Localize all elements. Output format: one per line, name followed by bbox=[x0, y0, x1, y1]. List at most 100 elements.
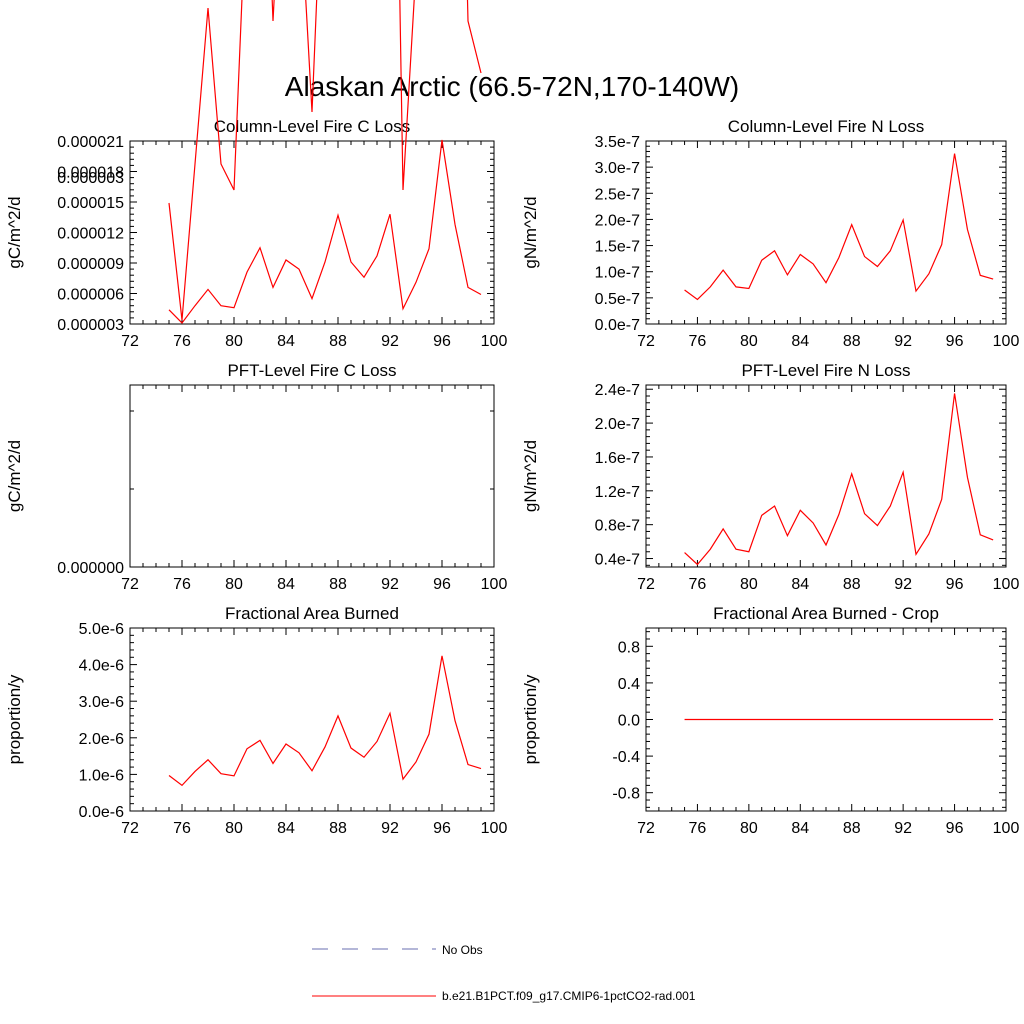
x-tick-label: 84 bbox=[277, 333, 295, 350]
x-tick-label: 92 bbox=[381, 820, 399, 837]
y-axis-label: proportion/y bbox=[521, 674, 540, 764]
y-axis-label: gC/m^2/d bbox=[5, 440, 24, 512]
y-tick-label: 2.5e-7 bbox=[595, 186, 640, 203]
y-tick-label: 2.0e-6 bbox=[79, 731, 124, 748]
y-tick-label: 1.6e-7 bbox=[595, 450, 640, 467]
y-axis-label: gN/m^2/d bbox=[521, 196, 540, 268]
y-tick-label: 0.0 bbox=[618, 713, 640, 730]
y-tick-label: 0.000003 bbox=[57, 170, 124, 187]
series-line-1 bbox=[168, 0, 482, 321]
y-tick-label: 5.0e-6 bbox=[79, 621, 124, 638]
x-tick-label: 76 bbox=[173, 333, 191, 350]
y-tick-label: 0.5e-7 bbox=[595, 291, 640, 308]
y-tick-label: 0.4 bbox=[618, 676, 640, 693]
y-axis-label: gC/m^2/d bbox=[5, 196, 24, 268]
chart-panel-6: Fractional Area Burned - Crop proportion/… bbox=[521, 604, 1019, 837]
plot-frame bbox=[129, 384, 495, 568]
y-tick-label: 3.0e-7 bbox=[595, 160, 640, 177]
x-tick-label: 80 bbox=[225, 333, 243, 350]
x-tick-label: 76 bbox=[173, 576, 191, 593]
x-tick-label: 100 bbox=[993, 820, 1020, 837]
x-tick-label: 72 bbox=[637, 333, 655, 350]
x-tick-label: 96 bbox=[946, 333, 964, 350]
panel-title: PFT-Level Fire N Loss bbox=[741, 361, 910, 380]
series-line-1 bbox=[684, 393, 994, 566]
panel-title: Column-Level Fire C Loss bbox=[214, 117, 411, 136]
x-tick-label: 92 bbox=[894, 820, 912, 837]
x-tick-label: 84 bbox=[277, 576, 295, 593]
chart-panel-2: Column-Level Fire N Loss gN/m^2/d 72 76 80 84… bbox=[521, 117, 1019, 350]
panel-title: PFT-Level Fire C Loss bbox=[227, 361, 396, 380]
x-tick-label: 72 bbox=[121, 576, 139, 593]
plot-frame bbox=[129, 627, 495, 812]
y-tick-label: 0.4e-7 bbox=[595, 552, 640, 569]
x-tick-label: 92 bbox=[381, 333, 399, 350]
x-tick-label: 92 bbox=[894, 576, 912, 593]
chart-panel-4: PFT-Level Fire N Loss gN/m^2/d 72 76 80 84 88 9… bbox=[521, 361, 1019, 593]
x-tick-label: 96 bbox=[946, 576, 964, 593]
x-tick-label: 88 bbox=[329, 333, 347, 350]
x-tick-label: 96 bbox=[433, 576, 451, 593]
x-tick-label: 100 bbox=[993, 576, 1020, 593]
x-tick-label: 96 bbox=[433, 820, 451, 837]
x-tick-label: 72 bbox=[121, 820, 139, 837]
y-tick-label: 1.0e-6 bbox=[79, 767, 124, 784]
x-tick-label: 84 bbox=[791, 820, 809, 837]
x-tick-label: 100 bbox=[481, 576, 508, 593]
x-tick-label: 76 bbox=[173, 820, 191, 837]
x-tick-label: 100 bbox=[481, 333, 508, 350]
y-tick-label: 0.000000 bbox=[57, 560, 124, 577]
y-tick-label: 2.0e-7 bbox=[595, 416, 640, 433]
x-tick-label: 80 bbox=[740, 333, 758, 350]
y-tick-label: 0.000018 bbox=[57, 165, 124, 182]
plot-frame bbox=[129, 140, 495, 325]
x-tick-label: 80 bbox=[740, 576, 758, 593]
x-tick-label: 72 bbox=[637, 820, 655, 837]
x-tick-label: 84 bbox=[791, 576, 809, 593]
y-tick-label: 0.0e-7 bbox=[595, 317, 640, 334]
x-tick-label: 88 bbox=[329, 820, 347, 837]
chart-panels: Column-Level Fire C Loss gC/m^2/d 72 76 80 84… bbox=[5, 0, 1019, 837]
panel-title: Column-Level Fire N Loss bbox=[728, 117, 925, 136]
y-tick-label: 0.000012 bbox=[57, 226, 124, 243]
x-tick-label: 84 bbox=[791, 333, 809, 350]
y-tick-label: 1.5e-7 bbox=[595, 239, 640, 256]
x-tick-label: 88 bbox=[843, 820, 861, 837]
legend-label-no-obs: No Obs bbox=[442, 943, 483, 957]
x-tick-label: 76 bbox=[689, 576, 707, 593]
panel-title: Fractional Area Burned bbox=[225, 604, 399, 623]
y-tick-label: 0.0e-6 bbox=[79, 804, 124, 821]
x-tick-label: 88 bbox=[843, 576, 861, 593]
figure-title: Alaskan Arctic (66.5-72N,170-140W) bbox=[285, 71, 739, 102]
x-tick-label: 100 bbox=[993, 333, 1020, 350]
y-tick-label: 0.000015 bbox=[57, 195, 124, 212]
legend-label-model-run: b.e21.B1PCT.f09_g17.CMIP6-1pctCO2-rad.00… bbox=[442, 989, 696, 1003]
chart-panel-1: Column-Level Fire C Loss gC/m^2/d 72 76 80 84… bbox=[5, 117, 507, 350]
legend: No Obs b.e21.B1PCT.f09_g17.CMIP6-1pctCO2… bbox=[312, 943, 696, 1003]
x-tick-label: 92 bbox=[894, 333, 912, 350]
x-tick-label: 92 bbox=[381, 576, 399, 593]
y-tick-label: 4.0e-6 bbox=[79, 658, 124, 675]
x-tick-label: 80 bbox=[225, 576, 243, 593]
y-tick-label: 0.000003 bbox=[57, 317, 124, 334]
x-tick-label: 88 bbox=[843, 333, 861, 350]
x-tick-label: 88 bbox=[329, 576, 347, 593]
y-tick-label: -0.8 bbox=[612, 786, 640, 803]
x-tick-label: 84 bbox=[277, 820, 295, 837]
y-axis-label: proportion/y bbox=[5, 674, 24, 764]
y-tick-label: 1.0e-7 bbox=[595, 265, 640, 282]
x-tick-label: 76 bbox=[689, 333, 707, 350]
panel-title: Fractional Area Burned - Crop bbox=[713, 604, 939, 623]
y-tick-label: 0.8e-7 bbox=[595, 518, 640, 535]
y-axis-label: gN/m^2/d bbox=[521, 440, 540, 512]
y-tick-label: 0.000021 bbox=[57, 134, 124, 151]
x-tick-label: 76 bbox=[689, 820, 707, 837]
x-tick-label: 100 bbox=[481, 820, 508, 837]
y-tick-label: 3.5e-7 bbox=[595, 134, 640, 151]
series-line-1 bbox=[684, 153, 994, 301]
x-tick-label: 72 bbox=[121, 333, 139, 350]
x-tick-label: 80 bbox=[740, 820, 758, 837]
x-tick-label: 96 bbox=[946, 820, 964, 837]
x-tick-label: 80 bbox=[225, 820, 243, 837]
